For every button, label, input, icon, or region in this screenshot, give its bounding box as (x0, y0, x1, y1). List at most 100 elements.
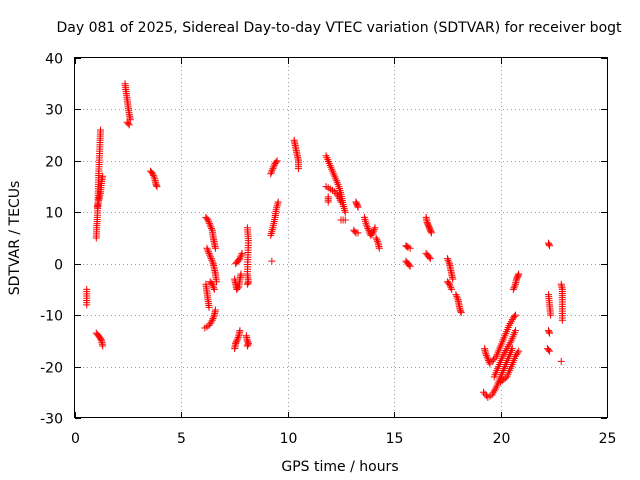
data-point (208, 256, 216, 264)
data-point (374, 237, 382, 245)
data-point (488, 357, 496, 365)
data-point (427, 229, 435, 237)
data-point (443, 255, 451, 263)
plot-frame (74, 57, 608, 418)
data-point (360, 213, 368, 221)
x-tick-label: 25 (599, 431, 617, 447)
data-point (324, 198, 332, 206)
data-point (514, 271, 522, 279)
data-point (545, 328, 553, 336)
data-point (205, 219, 213, 227)
data-point (83, 301, 91, 309)
data-point (204, 246, 212, 254)
data-point (267, 170, 275, 178)
data-point (211, 244, 219, 252)
data-point (369, 229, 377, 237)
data-point (370, 227, 378, 235)
data-point (270, 161, 278, 169)
data-point (491, 354, 499, 362)
data-point (547, 311, 555, 319)
data-point (208, 280, 216, 288)
data-point (403, 242, 411, 250)
data-point (335, 193, 343, 201)
data-point (152, 181, 160, 189)
x-tick-label: 5 (177, 431, 186, 447)
data-point (238, 249, 246, 257)
data-point (209, 258, 217, 266)
data-point (425, 253, 433, 261)
data-point (206, 251, 214, 259)
data-point (207, 255, 215, 263)
data-point (232, 338, 240, 346)
data-point (207, 223, 215, 231)
data-point (209, 282, 217, 290)
data-point (124, 120, 132, 128)
data-point (452, 291, 460, 299)
data-point (546, 329, 554, 337)
data-point (209, 315, 217, 323)
data-point (483, 353, 491, 361)
data-point (206, 253, 214, 261)
data-point (337, 198, 345, 206)
data-point (274, 200, 282, 208)
data-point (341, 216, 349, 224)
y-tick-label: -20 (40, 361, 63, 377)
data-point (208, 225, 216, 233)
data-point (207, 318, 215, 326)
data-point (235, 256, 243, 264)
data-point (273, 202, 281, 210)
data-point (294, 165, 302, 173)
data-point (267, 230, 275, 237)
data-point (148, 168, 156, 176)
data-points (83, 80, 566, 401)
data-point (204, 248, 212, 256)
y-tick-label: -10 (40, 309, 63, 325)
data-point (457, 307, 465, 315)
x-tick-label: 15 (386, 431, 404, 447)
grid-lines (75, 58, 607, 418)
data-point (267, 168, 275, 176)
data-point (150, 173, 158, 181)
data-point (97, 336, 105, 344)
data-point (234, 333, 242, 341)
data-point (445, 258, 453, 266)
data-point (406, 262, 414, 270)
data-point (336, 196, 344, 204)
data-point (273, 204, 281, 212)
data-point (236, 327, 244, 335)
x-tick-label: 10 (280, 431, 298, 447)
data-point (208, 316, 216, 324)
data-point (427, 228, 435, 236)
data-point (546, 347, 554, 355)
data-point (210, 313, 218, 321)
data-point (268, 257, 276, 265)
data-point (97, 126, 105, 134)
data-point (557, 357, 565, 365)
data-point (244, 279, 252, 287)
y-tick-label: -30 (40, 412, 63, 428)
chart-title: Day 081 of 2025, Sidereal Day-to-day VTE… (56, 20, 622, 36)
data-point (341, 208, 349, 216)
y-axis-label: SDTVAR / TECUs (7, 181, 23, 296)
data-point (482, 351, 490, 359)
data-point (510, 284, 518, 292)
data-point (149, 170, 157, 178)
data-point (448, 285, 456, 293)
data-point (153, 183, 161, 191)
data-point (373, 236, 381, 244)
data-point (510, 312, 518, 320)
data-point (544, 346, 552, 354)
data-point (514, 349, 522, 357)
data-point (125, 121, 133, 129)
data-point (354, 229, 362, 237)
data-point (453, 294, 461, 302)
data-point (353, 202, 361, 210)
data-point (546, 242, 554, 250)
data-point (272, 206, 280, 214)
data-point (149, 171, 157, 179)
data-point (267, 231, 275, 239)
data-point (485, 358, 493, 366)
data-point (370, 225, 378, 233)
data-point (205, 218, 213, 226)
